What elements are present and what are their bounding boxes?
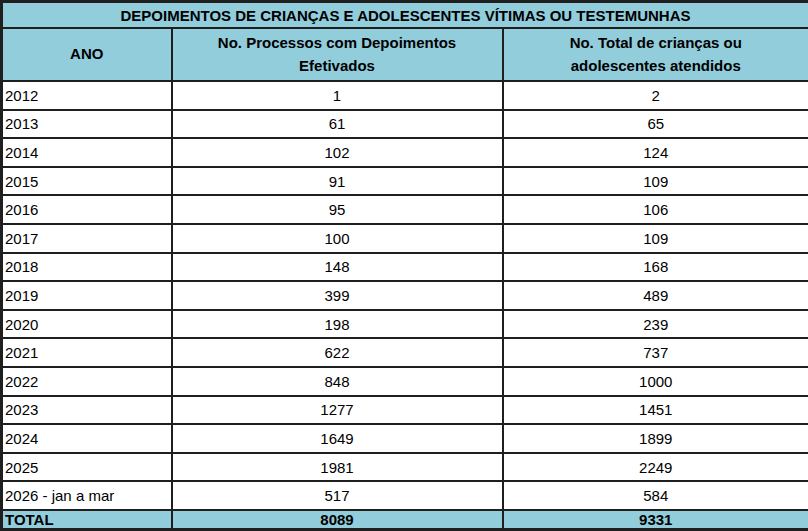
title-row: DEPOIMENTOS DE CRIANÇAS E ADOLESCENTES V… <box>2 2 808 29</box>
atendidos-cell: 65 <box>503 110 808 139</box>
total-processos: 8089 <box>172 510 503 530</box>
year-cell: 2012 <box>2 81 172 110</box>
atendidos-cell: 2 <box>503 81 808 110</box>
col-header-processos: No. Processos com Depoimentos Efetivados <box>172 28 503 81</box>
col-header-atendidos: No. Total de crianças ou adolescentes at… <box>503 28 808 81</box>
processos-cell: 148 <box>172 253 503 282</box>
year-cell: 2024 <box>2 424 172 453</box>
table-row: 2017100109 <box>2 224 808 253</box>
year-cell: 2025 <box>2 453 172 482</box>
year-cell: 2018 <box>2 253 172 282</box>
table-row: 201212 <box>2 81 808 110</box>
atendidos-cell: 109 <box>503 224 808 253</box>
table-row: 201695106 <box>2 195 808 224</box>
atendidos-cell: 1000 <box>503 367 808 396</box>
table-row: 2014102124 <box>2 138 808 167</box>
processos-cell: 517 <box>172 481 503 510</box>
processos-cell: 1649 <box>172 424 503 453</box>
atendidos-cell: 109 <box>503 167 808 196</box>
atendidos-cell: 239 <box>503 310 808 339</box>
processos-cell: 61 <box>172 110 503 139</box>
atendidos-cell: 2249 <box>503 453 808 482</box>
atendidos-cell: 106 <box>503 195 808 224</box>
processos-cell: 1 <box>172 81 503 110</box>
table-row: 2020198239 <box>2 310 808 339</box>
total-row: TOTAL 8089 9331 <box>2 510 808 530</box>
table-row: 20228481000 <box>2 367 808 396</box>
year-cell: 2015 <box>2 167 172 196</box>
processos-cell: 1277 <box>172 396 503 425</box>
year-cell: 2021 <box>2 338 172 367</box>
table-row: 201591109 <box>2 167 808 196</box>
total-atendidos: 9331 <box>503 510 808 530</box>
processos-cell: 102 <box>172 138 503 167</box>
table-row: 2026 - jan a mar517584 <box>2 481 808 510</box>
year-cell: 2020 <box>2 310 172 339</box>
atendidos-cell: 584 <box>503 481 808 510</box>
year-cell: 2026 - jan a mar <box>2 481 172 510</box>
header-row: ANO No. Processos com Depoimentos Efetiv… <box>2 28 808 81</box>
total-label: TOTAL <box>2 510 172 530</box>
processos-cell: 1981 <box>172 453 503 482</box>
depoimentos-table: DEPOIMENTOS DE CRIANÇAS E ADOLESCENTES V… <box>0 0 808 531</box>
atendidos-cell: 489 <box>503 281 808 310</box>
table-title: DEPOIMENTOS DE CRIANÇAS E ADOLESCENTES V… <box>2 2 808 29</box>
table-row: 202312771451 <box>2 396 808 425</box>
table-row: 202416491899 <box>2 424 808 453</box>
processos-cell: 91 <box>172 167 503 196</box>
year-cell: 2022 <box>2 367 172 396</box>
atendidos-cell: 1451 <box>503 396 808 425</box>
year-cell: 2014 <box>2 138 172 167</box>
col-header-ano: ANO <box>2 28 172 81</box>
processos-cell: 848 <box>172 367 503 396</box>
atendidos-cell: 1899 <box>503 424 808 453</box>
processos-cell: 100 <box>172 224 503 253</box>
table-row: 2018148168 <box>2 253 808 282</box>
processos-cell: 198 <box>172 310 503 339</box>
year-cell: 2023 <box>2 396 172 425</box>
year-cell: 2013 <box>2 110 172 139</box>
table-row: 20136165 <box>2 110 808 139</box>
table-row: 2021622737 <box>2 338 808 367</box>
table-body: 2012122013616520141021242015911092016951… <box>2 81 808 510</box>
processos-cell: 622 <box>172 338 503 367</box>
year-cell: 2016 <box>2 195 172 224</box>
table-row: 202519812249 <box>2 453 808 482</box>
atendidos-cell: 168 <box>503 253 808 282</box>
processos-cell: 399 <box>172 281 503 310</box>
year-cell: 2017 <box>2 224 172 253</box>
table-row: 2019399489 <box>2 281 808 310</box>
year-cell: 2019 <box>2 281 172 310</box>
processos-cell: 95 <box>172 195 503 224</box>
atendidos-cell: 737 <box>503 338 808 367</box>
atendidos-cell: 124 <box>503 138 808 167</box>
